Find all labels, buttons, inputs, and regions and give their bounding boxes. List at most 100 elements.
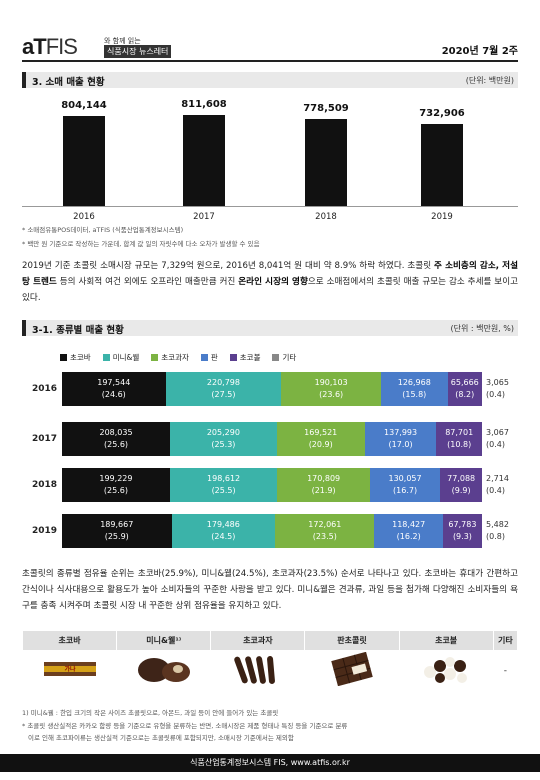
- segment-value: 126,968: [397, 378, 431, 387]
- segment-share: (0.4): [486, 390, 505, 399]
- header-chocoball: 초코볼: [398, 630, 494, 651]
- legend-item: 초코바: [60, 352, 91, 363]
- bar-2017: [183, 114, 225, 206]
- atfis-logo: aTFIS: [22, 34, 78, 59]
- legend-item: 미니&웰: [102, 352, 139, 363]
- segment-value: 205,290: [206, 428, 240, 437]
- newsletter-label: 식품시장 뉴스레터: [104, 45, 172, 58]
- segment-value: 118,427: [392, 520, 426, 529]
- chart-legend: 초코바 미니&웰 초코과자 판 초코볼 기타: [60, 352, 296, 363]
- segment-share: (16.2): [396, 532, 421, 541]
- segment-value: 65,666: [450, 378, 479, 387]
- legend-item: 기타: [272, 352, 296, 363]
- segment-share: (10.8): [447, 440, 472, 449]
- segment-share: (0.4): [486, 486, 505, 495]
- segment-기타: 3,067 (0.4): [486, 427, 509, 451]
- tagline: 와 함께 읽는: [104, 37, 141, 45]
- y-tick-label: 2019: [32, 526, 58, 536]
- issue-date: 2020년 7월 2주: [441, 46, 518, 57]
- segment-value: 130,057: [388, 474, 422, 483]
- segment-share: (25.6): [104, 440, 129, 449]
- segment-share: (24.6): [101, 390, 126, 399]
- choco-snack-image: [210, 650, 306, 691]
- segment-share: (25.5): [211, 486, 236, 495]
- segment-판: 137,993 (17.0): [364, 422, 437, 456]
- segment-value: 197,544: [97, 378, 131, 387]
- classification-note: * 초콜릿 생산실적은 카카오 함량 등을 기준으로 유형을 분류하는 반면, …: [22, 722, 348, 730]
- retail-summary-paragraph: 2019년 기준 초콜릿 소매시장 규모는 7,329억 원으로, 2016년 …: [22, 261, 519, 303]
- segment-share: (25.6): [103, 486, 128, 495]
- segment-초코과자: 172,061 (23.5): [275, 514, 375, 548]
- bar-value-label: 732,906: [419, 107, 465, 119]
- segment-초코바: 197,544 (24.6): [62, 372, 166, 406]
- segment-판: 118,427 (16.2): [374, 514, 443, 548]
- mini-well-footnote: 1) 미니&웰 : 한입 크기의 작은 사이즈 초콜릿으로, 아몬드, 과일 등…: [22, 709, 279, 717]
- segment-share: (27.5): [211, 390, 236, 399]
- other-cell: -: [492, 650, 519, 691]
- segment-value: 208,035: [99, 428, 133, 437]
- legend-swatch: [229, 354, 237, 361]
- segment-판: 130,057 (16.7): [369, 468, 441, 502]
- segment-미니&웰: 205,290 (25.3): [170, 422, 277, 456]
- segment-value: 170,809: [307, 474, 341, 483]
- segment-초코과자: 170,809 (21.9): [277, 468, 370, 502]
- header-mini-well: 미니&웰¹⁾: [116, 630, 212, 651]
- segment-share: (25.9): [104, 532, 129, 541]
- segment-초코볼: 77,088 (9.9): [440, 468, 482, 502]
- legend-item: 판: [200, 352, 218, 363]
- section-title: 3-1. 종류별 매출 현황: [32, 325, 124, 336]
- segment-share: (23.6): [319, 390, 344, 399]
- segment-share: (17.0): [388, 440, 413, 449]
- segment-초코볼: 87,701 (10.8): [436, 422, 482, 456]
- segment-value: 189,667: [100, 520, 134, 529]
- svg-text:가나: 가나: [64, 665, 76, 673]
- segment-share: (21.9): [311, 486, 336, 495]
- page-header: aTFIS 와 함께 읽는 식품시장 뉴스레터 2020년 7월 2주: [22, 36, 518, 58]
- segment-value: 169,521: [304, 428, 338, 437]
- chocobar-image: 가나: [21, 650, 118, 691]
- legend-swatch: [200, 354, 208, 361]
- segment-초코바: 208,035 (25.6): [62, 422, 171, 456]
- x-axis: [22, 206, 518, 207]
- product-table: 초코바 미니&웰¹⁾ 초코과자 판초콜릿 초코볼 기타 가나 -: [21, 630, 519, 691]
- unit-label: (단위: 백만원): [465, 76, 514, 85]
- legend-swatch: [102, 354, 110, 361]
- header-other: 기타: [492, 630, 519, 651]
- segment-value: 87,701: [445, 428, 474, 437]
- y-tick-label: 2016: [32, 384, 58, 394]
- segment-판: 126,968 (15.8): [381, 372, 448, 406]
- bar-2018: [305, 118, 347, 206]
- mini-well-image: [116, 650, 212, 691]
- category-sales-stacked-chart: 2016 197,544 (24.6) 220,798 (27.5) 190,103 (23…: [22, 366, 518, 552]
- segment-value: 199,229: [99, 474, 133, 483]
- header-choco-snack: 초코과자: [210, 630, 306, 651]
- unit-label: (단위 : 백만원, %): [450, 324, 514, 333]
- legend-label: 초코볼: [239, 353, 261, 362]
- x-tick-label: 2018: [315, 212, 337, 222]
- segment-share: (24.5): [211, 532, 236, 541]
- segment-share: (15.8): [402, 390, 427, 399]
- segment-share: (20.9): [308, 440, 333, 449]
- section-3-header: 3. 소매 매출 현황 (단위: 백만원): [22, 72, 518, 88]
- segment-초코볼: 67,783 (9.3): [442, 514, 482, 548]
- segment-미니&웰: 179,486 (24.5): [171, 514, 276, 548]
- segment-value: 190,103: [314, 378, 348, 387]
- legend-label: 기타: [282, 353, 297, 362]
- y-tick-label: 2017: [32, 434, 58, 444]
- x-tick-label: 2016: [73, 212, 95, 222]
- plate-chocolate-image: [304, 650, 400, 691]
- legend-item: 초코과자: [151, 352, 189, 363]
- segment-초코과자: 190,103 (23.6): [281, 372, 381, 406]
- legend-label: 초코바: [70, 353, 91, 362]
- page-footer: 식품산업통계정보시스템 FIS, www.atfis.or.kr: [0, 754, 540, 772]
- segment-value: 67,783: [448, 520, 477, 529]
- segment-기타: 3,065 (0.4): [486, 377, 509, 401]
- segment-value: 198,612: [207, 474, 241, 483]
- segment-기타: 5,482 (0.8): [486, 519, 509, 543]
- segment-미니&웰: 220,798 (27.5): [165, 372, 282, 406]
- segment-share: (0.4): [486, 440, 505, 449]
- header-plate-chocolate: 판초콜릿: [304, 630, 400, 651]
- segment-value: 172,061: [308, 520, 342, 529]
- segment-value: 2,714: [486, 474, 509, 483]
- segment-value: 137,993: [384, 428, 418, 437]
